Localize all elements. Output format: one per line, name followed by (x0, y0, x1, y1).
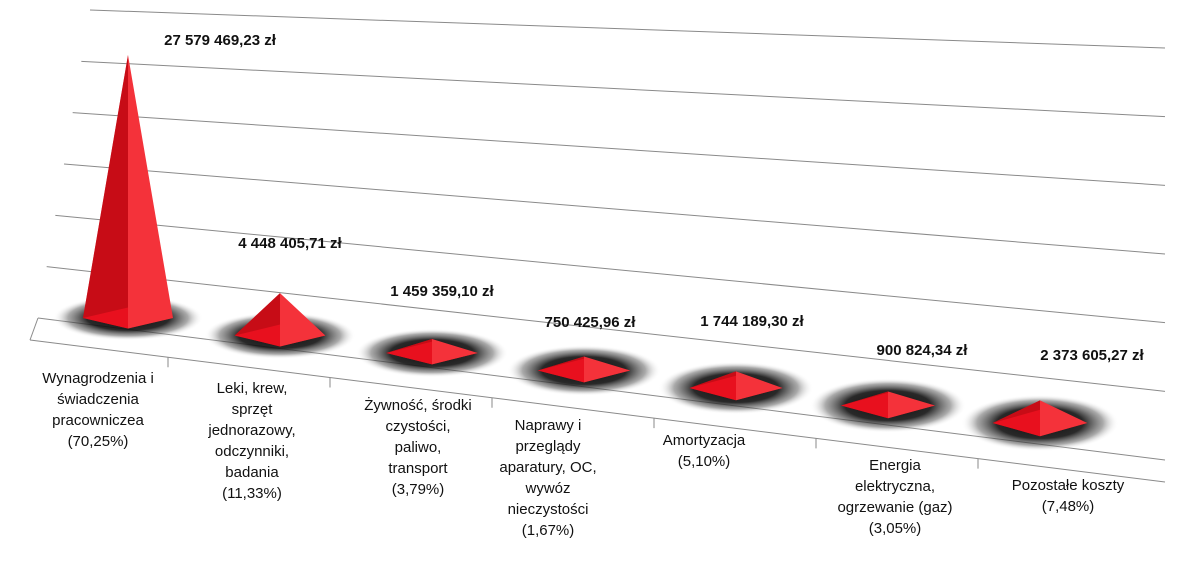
floor-side-edge (29, 317, 39, 341)
category-label: Żywność, środki czystości, paliwo, transpor… (364, 396, 472, 498)
gridline (63, 163, 1166, 255)
bars (83, 55, 1088, 437)
gridline (72, 112, 1166, 186)
gridline (46, 266, 1166, 392)
category-label: Amortyzacja (5,10%) (663, 432, 746, 470)
bar-face-left (841, 391, 888, 419)
chart-floor (29, 317, 1166, 483)
gridline (89, 9, 1166, 49)
data-label: 27 579 469,23 zł (164, 32, 277, 49)
bar-face-back (537, 356, 584, 371)
bar-face-right (432, 339, 478, 365)
category-label: Wynagrodzenia i świadczenia pracowniczea (7… (42, 370, 154, 450)
bar-face-right (736, 371, 783, 401)
bar-face-back (83, 55, 128, 318)
bar-face-right (280, 293, 326, 347)
category-label: Pozostałe koszty (7,48%) (1012, 477, 1125, 515)
data-label: 1 744 189,30 zł (700, 313, 804, 330)
bar-face-back (689, 371, 736, 388)
value-labels: 27 579 469,23 zł 4 448 405,71 zł 1 459 359… (164, 32, 1144, 364)
bar-face-back (841, 391, 888, 406)
category-labels: Wynagrodzenia i świadczenia pracowniczea (7… (42, 370, 1125, 539)
bar-face-left (386, 339, 432, 365)
data-label: 900 824,34 zł (877, 342, 969, 359)
bar-face-right (888, 391, 935, 419)
bar-face-right (584, 356, 631, 383)
data-label: 750 425,96 zł (545, 314, 637, 331)
data-label: 1 459 359,10 zł (390, 283, 494, 300)
bar-face-back (992, 400, 1040, 423)
category-label: Naprawy i przeglądy aparatury, OC, wywóz nie… (499, 417, 596, 539)
bar-face-back (234, 293, 280, 336)
gridline (55, 214, 1166, 324)
bar-face-right (1040, 400, 1088, 437)
gridline (81, 60, 1166, 118)
bar-face-right (128, 55, 173, 329)
category-label: Leki, krew, sprzęt jednorazowy, odczynniki,… (207, 380, 295, 502)
category-label: Energia elektryczna, ogrzewanie (gaz) (3,05… (837, 457, 952, 537)
bar-face-back (386, 339, 432, 353)
bar-face-left (537, 356, 584, 383)
data-label: 4 448 405,71 zł (238, 235, 342, 252)
floor-front-edge (29, 339, 1166, 483)
data-label: 2 373 605,27 zł (1040, 347, 1144, 364)
